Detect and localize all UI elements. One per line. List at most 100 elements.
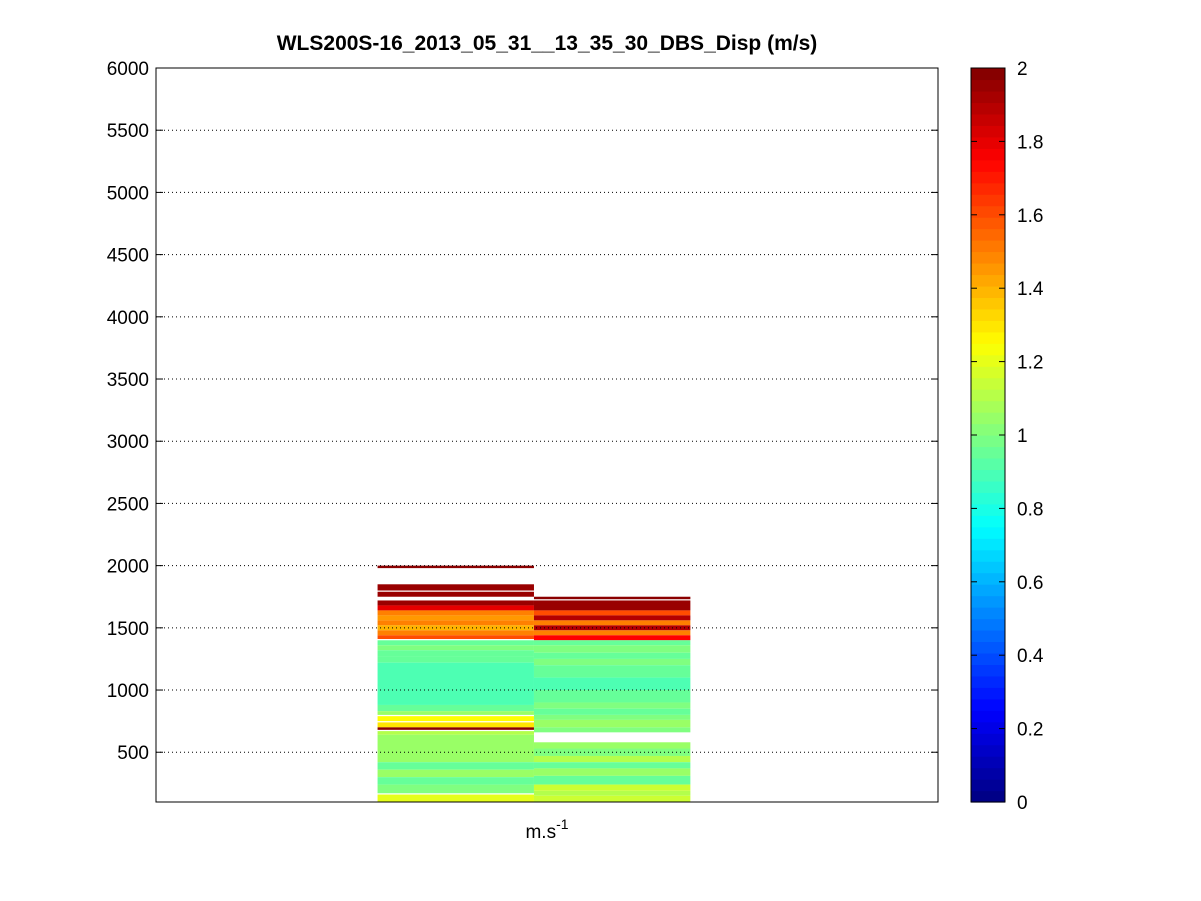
heatmap-cell: [533, 708, 691, 715]
x-axis-label: m.s-1: [525, 816, 568, 843]
colorbar-segment: [971, 400, 1005, 413]
colorbar-tick-label: 1.4: [1017, 279, 1044, 300]
colorbar-segment: [971, 435, 1005, 448]
y-tick-label: 1000: [107, 681, 149, 702]
colorbar-tick-label: 0.8: [1017, 499, 1043, 520]
colorbar-segment: [971, 194, 1005, 207]
y-tick-label: 6000: [107, 59, 149, 80]
heatmap-cell: [377, 650, 534, 657]
heatmap-cell: [377, 734, 534, 763]
colorbar: [971, 68, 1005, 803]
heatmap-cell: [377, 605, 534, 611]
heatmap-cell: [533, 719, 691, 728]
chart-title: WLS200S-16_2013_05_31__13_35_30_DBS_Disp…: [277, 32, 818, 55]
colorbar-segment: [971, 561, 1005, 574]
colorbar-segment: [971, 377, 1005, 390]
colorbar-tick-label: 2: [1017, 59, 1028, 80]
colorbar-tick-label: 0.6: [1017, 573, 1043, 594]
colorbar-segment: [971, 125, 1005, 138]
colorbar-segment: [971, 664, 1005, 677]
heatmap-cell: [377, 625, 534, 631]
heatmap-cell: [533, 610, 691, 616]
colorbar-segment: [971, 240, 1005, 253]
colorbar-segment: [971, 687, 1005, 700]
heatmap-cell: [533, 727, 691, 733]
y-tick-label: 1500: [107, 619, 149, 640]
colorbar-segment: [971, 710, 1005, 723]
colorbar-segment: [971, 90, 1005, 104]
colorbar-tick-label: 0.2: [1017, 720, 1043, 741]
colorbar-segment: [971, 607, 1005, 620]
colorbar-segment: [971, 148, 1005, 161]
y-tick-label: 3000: [107, 432, 149, 453]
heatmap-cell: [533, 795, 691, 802]
colorbar-segment: [971, 217, 1005, 230]
colorbar-segment: [971, 331, 1005, 344]
colorbar-segment: [971, 446, 1005, 459]
colorbar-segment: [971, 698, 1005, 711]
heatmap-cell: [377, 600, 534, 606]
colorbar-segment: [971, 595, 1005, 608]
heatmap-cell: [377, 640, 534, 646]
heatmap-cell: [377, 777, 534, 785]
heatmap-cell: [533, 784, 691, 791]
heatmap-cell: [533, 768, 691, 776]
colorbar-segment: [971, 354, 1005, 367]
colorbar-segment: [971, 171, 1005, 184]
y-tick-label: 3500: [107, 370, 149, 391]
heatmap-cell: [533, 615, 691, 621]
y-tick-label: 4500: [107, 246, 149, 267]
colorbar-tick-label: 1.8: [1017, 132, 1043, 153]
colorbar-segment: [971, 182, 1005, 195]
heatmap-cell: [377, 704, 534, 712]
colorbar-segment: [971, 480, 1005, 493]
heatmap-cells: [377, 565, 691, 802]
heatmap-cell: [377, 727, 534, 730]
heatmap-cell: [377, 716, 534, 722]
colorbar-segment: [971, 205, 1005, 218]
colorbar-segment: [971, 526, 1005, 539]
heatmap-cell: [533, 600, 691, 611]
heatmap-cell: [377, 584, 534, 591]
colorbar-segment: [971, 721, 1005, 734]
heatmap-cell: [533, 690, 691, 703]
colorbar-segment: [971, 412, 1005, 425]
colorbar-axis: 0 0.2 0.4 0.6 0.8 1 1.2 1.4 1.6 1.8 2: [971, 59, 1044, 814]
heatmap-cell: [377, 591, 534, 597]
heatmap-cell: [377, 731, 534, 735]
heatmap-cell: [533, 645, 691, 653]
colorbar-segment: [971, 423, 1005, 436]
colorbar-segment: [971, 733, 1005, 746]
y-tick-label: 5000: [107, 183, 149, 204]
heatmap-cell: [377, 762, 534, 770]
heatmap-cell: [533, 677, 691, 691]
heatmap-cell: [377, 615, 534, 621]
heatmap-cell: [377, 565, 534, 569]
colorbar-segment: [971, 457, 1005, 471]
x-axis-label-base: m.s: [525, 822, 556, 843]
heatmap-cell: [377, 610, 534, 616]
colorbar-segment: [971, 251, 1005, 264]
colorbar-segment: [971, 756, 1005, 769]
colorbar-segment: [971, 297, 1005, 310]
colorbar-tick-label: 1: [1017, 426, 1028, 447]
y-tick-label: 500: [117, 743, 149, 764]
colorbar-segment: [971, 572, 1005, 585]
colorbar-segment: [971, 274, 1005, 287]
x-axis-label-superscript: -1: [556, 816, 569, 832]
colorbar-segment: [971, 285, 1005, 298]
heatmap-cell: [377, 662, 534, 705]
colorbar-segment: [971, 538, 1005, 551]
colorbar-segment: [971, 641, 1005, 654]
colorbar-segment: [971, 469, 1005, 482]
colorbar-segment: [971, 790, 1005, 803]
colorbar-segment: [971, 549, 1005, 562]
colorbar-segment: [971, 744, 1005, 757]
plot-frame: [155, 67, 939, 803]
heatmap-cell: [533, 714, 691, 720]
colorbar-segment: [971, 779, 1005, 792]
heatmap-cell: [533, 635, 691, 641]
heatmap-cell: [533, 652, 691, 659]
